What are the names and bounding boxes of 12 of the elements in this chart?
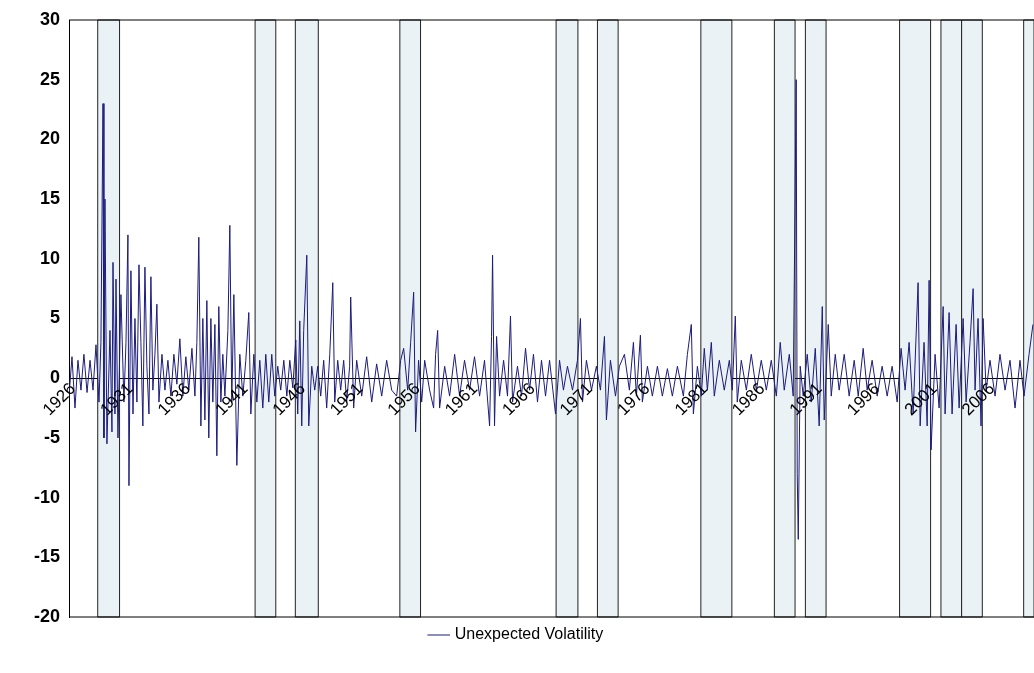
legend-label: Unexpected Volatility	[454, 625, 604, 643]
y-tick-label: -5	[43, 426, 60, 447]
y-tick-label: 25	[39, 68, 60, 89]
y-tick-label: 15	[39, 188, 60, 209]
y-tick-label: 5	[49, 307, 60, 328]
y-tick-label: 30	[39, 8, 60, 29]
y-tick-label: 20	[39, 128, 60, 149]
y-tick-label: -10	[33, 486, 60, 507]
y-tick-label: -15	[33, 546, 60, 567]
y-tick-label: 0	[49, 367, 60, 388]
y-tick-label: 10	[39, 247, 60, 268]
y-tick-label: -20	[33, 605, 60, 626]
